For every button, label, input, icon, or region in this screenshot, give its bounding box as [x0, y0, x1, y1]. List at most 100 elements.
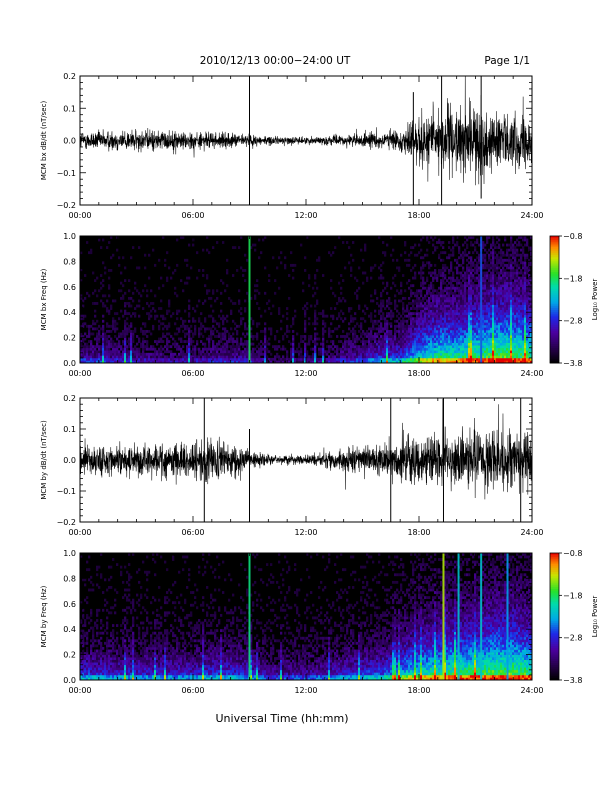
- spectrogram-cell: [482, 337, 485, 341]
- spectrogram-cell: [516, 291, 519, 295]
- spectrogram-cell: [342, 345, 345, 349]
- spectrogram-cell: [502, 337, 505, 341]
- spectrogram-cell: [206, 337, 209, 341]
- spectrogram-cell: [406, 335, 409, 338]
- spectrogram-cell: [474, 347, 477, 351]
- spectrogram-cell: [530, 322, 533, 326]
- spectrogram-cell: [460, 289, 463, 293]
- spectrogram-cell: [496, 355, 499, 359]
- spectrogram-cell: [390, 236, 393, 239]
- spectrogram-cell: [304, 335, 307, 338]
- spectrogram-cell: [404, 289, 407, 293]
- spectrogram-cell: [124, 327, 127, 331]
- spectrogram-cell: [416, 335, 419, 338]
- spectrogram-cell: [116, 357, 119, 361]
- spectrogram-cell: [224, 347, 227, 351]
- spectrogram-cell: [422, 236, 425, 239]
- spectrogram-cell: [224, 355, 227, 359]
- spectrogram-cell: [364, 357, 367, 361]
- spectrogram-cell: [462, 269, 465, 272]
- spectrogram-cell: [154, 352, 157, 356]
- spectrogram-cell: [530, 246, 533, 249]
- spectrogram-cell: [136, 360, 139, 364]
- spectrogram-cell: [424, 332, 427, 336]
- spectrogram-cell: [524, 284, 527, 288]
- spectrogram-cell: [284, 266, 287, 270]
- spectrogram-cell: [486, 261, 489, 265]
- spectrogram-cell: [444, 335, 447, 338]
- spectrogram-cell: [338, 347, 341, 351]
- spectrogram-cell: [314, 352, 317, 356]
- spectrogram-cell: [438, 360, 441, 364]
- spectrogram-cell: [516, 248, 519, 252]
- spectrogram-cell: [458, 329, 461, 333]
- spectrogram-cell: [500, 302, 503, 305]
- spectrogram-cell: [506, 279, 509, 283]
- spectrogram-cell: [254, 352, 257, 356]
- spectrogram-cell: [406, 304, 409, 308]
- spectrogram-cell: [490, 314, 493, 318]
- spectrogram-cell: [426, 304, 429, 308]
- spectrogram-cell: [230, 347, 233, 351]
- spectrogram-cell: [496, 276, 499, 280]
- spectrogram-cell: [280, 327, 283, 331]
- spectrogram-cell: [402, 324, 405, 328]
- spectrogram-cell: [448, 307, 451, 310]
- spectrogram-cell: [448, 350, 451, 354]
- spectrogram-cell: [450, 342, 453, 346]
- spectrogram-cell: [114, 312, 117, 316]
- spectrogram-cell: [458, 307, 461, 310]
- spectrogram-cell: [522, 271, 525, 275]
- spectrogram-cell: [510, 274, 513, 277]
- spectrogram-cell: [476, 284, 479, 288]
- spectrogram-cell: [460, 309, 463, 313]
- spectrogram-cell: [472, 281, 475, 285]
- spectrogram-cell: [86, 342, 89, 346]
- spectrogram-cell: [530, 332, 533, 336]
- spectrogram-cell: [166, 340, 169, 343]
- spectrogram-cell: [506, 304, 509, 308]
- spectrogram-cell: [338, 296, 341, 300]
- spectrogram-cell: [314, 309, 317, 313]
- spectrogram-cell: [442, 319, 445, 323]
- spectrogram-cell: [442, 302, 445, 305]
- spectrogram-cell: [404, 355, 407, 359]
- spectrogram-cell: [366, 329, 369, 333]
- spectrogram-cell: [506, 251, 509, 255]
- spectrogram-cell: [312, 322, 315, 326]
- spectrogram-cell: [490, 289, 493, 293]
- spectrogram-cell: [490, 279, 493, 283]
- spectrogram-cell: [526, 307, 529, 310]
- spectrogram-cell: [316, 302, 319, 305]
- spectrogram-cell: [206, 360, 209, 364]
- spectrogram-cell: [104, 266, 107, 270]
- spectrogram-cell: [520, 289, 523, 293]
- spectrogram-cell: [224, 332, 227, 336]
- spectrogram-cell: [512, 294, 515, 298]
- spectrogram-cell: [446, 340, 449, 343]
- spectrogram-cell: [206, 355, 209, 359]
- spectrogram-cell: [108, 350, 111, 354]
- spectrogram-cell: [416, 329, 419, 333]
- spectrogram-cell: [392, 350, 395, 354]
- spectrogram-cell: [524, 342, 527, 346]
- spectrogram-cell: [212, 317, 215, 321]
- spectrogram-cell: [452, 241, 455, 244]
- spectrogram-cell: [330, 314, 333, 318]
- spectrogram-cell: [526, 329, 529, 333]
- spectrogram-cell: [232, 302, 235, 305]
- spectrogram-cell: [468, 329, 471, 333]
- spectrogram-cell: [250, 357, 253, 361]
- spectrogram-cell: [466, 355, 469, 359]
- spectrogram-cell: [152, 352, 155, 356]
- spectrogram-cell: [438, 347, 441, 351]
- spectrogram-cell: [498, 324, 501, 328]
- spectrogram-cell: [506, 327, 509, 331]
- spectrogram-cell: [524, 337, 527, 341]
- spectrogram-cell: [164, 345, 167, 349]
- spectrogram-cell: [424, 340, 427, 343]
- spectrogram-cell: [130, 342, 133, 346]
- spectrogram-cell: [526, 309, 529, 313]
- spectrogram-cell: [356, 289, 359, 293]
- spectrogram-cell: [522, 307, 525, 310]
